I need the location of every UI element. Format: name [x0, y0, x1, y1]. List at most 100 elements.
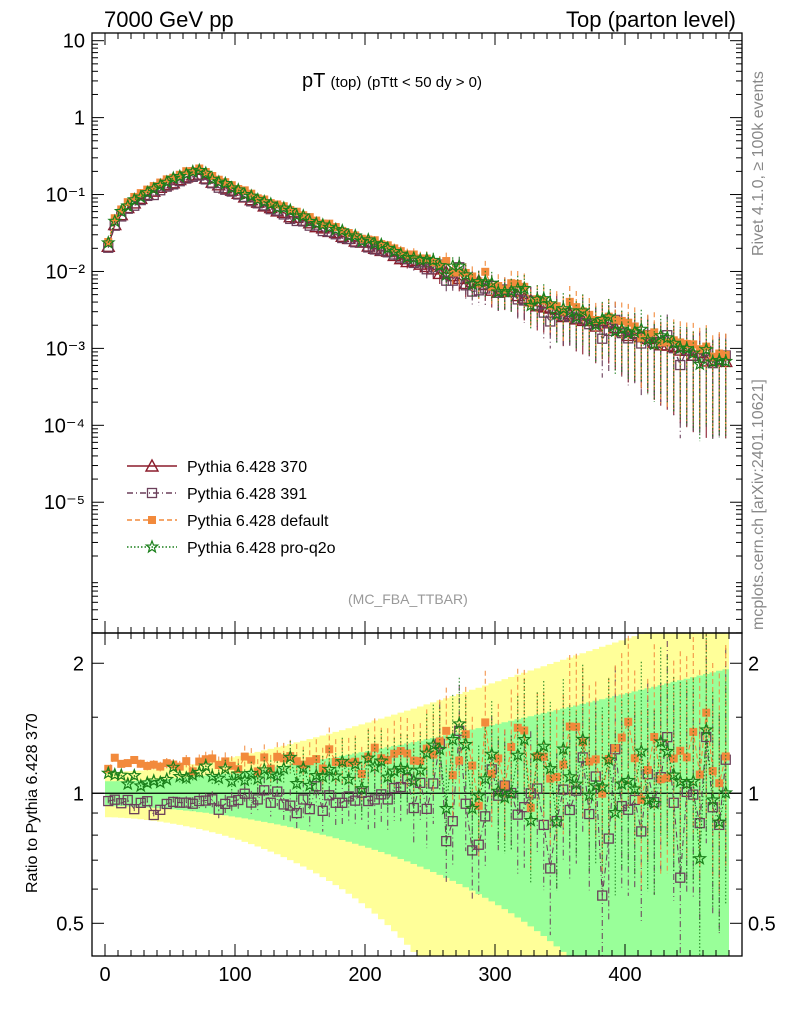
data-point — [516, 280, 532, 295]
ratio-point — [523, 812, 539, 827]
data-point — [620, 325, 636, 340]
ratio-point — [291, 807, 302, 819]
ratio-point — [393, 760, 409, 775]
data-point — [685, 345, 701, 360]
plot-title: pT (top) (pTtt < 50 dy > 0) — [302, 70, 482, 93]
data-point — [396, 247, 405, 256]
ratio-point — [198, 758, 214, 773]
ratio-point — [304, 803, 315, 815]
ratio-point — [601, 751, 617, 767]
data-point — [321, 219, 337, 234]
ratio-point — [555, 741, 571, 756]
data-point — [546, 301, 555, 310]
ratio-point — [292, 757, 301, 766]
ratio-point — [211, 770, 227, 785]
data-point — [542, 295, 558, 311]
ratio-point — [633, 743, 649, 758]
ratio-point — [389, 782, 400, 794]
ratio-point — [354, 780, 370, 795]
title-main: pT — [302, 70, 325, 92]
ratio-point — [278, 799, 289, 810]
data-point — [201, 168, 210, 177]
ratio-point — [317, 805, 328, 816]
ratio-point — [432, 741, 448, 756]
ratio-point — [220, 798, 231, 810]
ratio-series — [100, 633, 734, 956]
data-point — [273, 200, 282, 209]
data-point — [325, 219, 334, 228]
ratio-point — [156, 762, 165, 771]
ratio-point — [458, 736, 474, 751]
data-point — [243, 188, 259, 203]
ratio-point — [539, 752, 548, 761]
ratio-point — [227, 761, 236, 770]
data-point — [110, 214, 119, 223]
ratio-point — [672, 773, 688, 788]
ratio-point — [295, 760, 311, 775]
data-point — [107, 213, 123, 228]
ratio-point — [640, 792, 656, 807]
data-point — [182, 167, 191, 176]
ratio-point — [468, 761, 477, 770]
data-point — [412, 252, 428, 267]
data-point — [188, 167, 197, 176]
data-point — [198, 165, 214, 180]
data-point — [484, 275, 500, 290]
data-point — [214, 175, 223, 184]
data-point — [438, 267, 454, 282]
data-point — [689, 340, 698, 349]
ratio-point — [666, 767, 682, 782]
ratio-point — [568, 776, 584, 791]
data-point — [328, 221, 344, 236]
data-point — [292, 207, 301, 216]
header-left: 7000 GeV pp — [104, 7, 234, 32]
ratio-point — [408, 802, 419, 814]
ratio-point — [130, 755, 139, 764]
data-point — [195, 164, 204, 173]
ratio-point — [396, 747, 405, 756]
data-point — [442, 257, 451, 266]
rivet-label: Rivet 4.1.0, ≥ 100k events — [750, 71, 767, 256]
ratio-point — [552, 773, 561, 782]
ratio-point — [174, 797, 185, 808]
data-point — [390, 244, 399, 253]
ratio-point — [263, 766, 279, 781]
data-point — [354, 233, 370, 248]
data-point — [123, 198, 132, 207]
ratio-point — [182, 757, 191, 766]
ratio-point — [239, 788, 250, 799]
data-point — [718, 353, 734, 368]
ratio-point — [718, 785, 734, 800]
ratio-point — [194, 795, 205, 807]
ratio-point — [442, 726, 451, 735]
ratio-point — [230, 766, 246, 781]
ratio-point — [705, 792, 721, 807]
ratio-point — [116, 798, 127, 809]
ratio-point — [200, 795, 211, 806]
data-point — [334, 222, 350, 237]
data-point — [357, 234, 366, 243]
ratio-point — [331, 758, 340, 767]
ratio-point — [162, 759, 171, 768]
ratio-point — [572, 722, 581, 731]
data-point — [617, 316, 626, 325]
ratio-point — [129, 803, 140, 815]
ratio-point — [370, 743, 379, 752]
ratio-line — [108, 730, 727, 896]
ratio-point — [113, 767, 129, 782]
data-point — [565, 297, 574, 306]
series-triangle — [101, 166, 733, 439]
ratio-point — [308, 767, 324, 782]
ratio-point — [536, 738, 552, 753]
data-point — [282, 202, 298, 217]
data-point — [380, 240, 396, 255]
data-point — [633, 321, 649, 336]
ratio-point — [421, 803, 432, 815]
series-line — [107, 174, 727, 367]
ratio-point — [360, 750, 376, 765]
data-point — [451, 258, 467, 273]
ratio-point — [445, 731, 461, 746]
ratio-point — [377, 754, 386, 763]
ratio-point — [516, 731, 532, 746]
